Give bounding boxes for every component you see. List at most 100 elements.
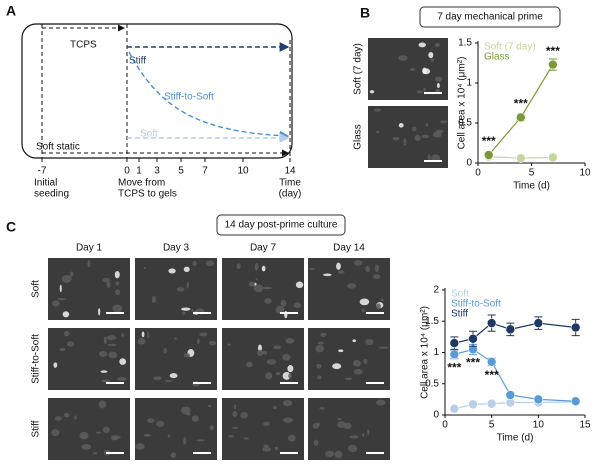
cell bbox=[282, 371, 291, 380]
row-label: Soft bbox=[31, 280, 42, 298]
cell bbox=[332, 363, 342, 370]
cell bbox=[352, 359, 361, 367]
x-tick-label: 5 bbox=[489, 420, 495, 431]
cell bbox=[266, 359, 277, 365]
legend-entry: Stiff-to-Soft bbox=[451, 299, 501, 310]
cell bbox=[285, 337, 295, 344]
cell bbox=[170, 452, 177, 458]
cell bbox=[319, 407, 325, 410]
cell bbox=[255, 277, 258, 280]
cell bbox=[425, 123, 428, 127]
cell bbox=[392, 137, 400, 141]
column-label: Day 14 bbox=[333, 243, 365, 254]
cell bbox=[61, 274, 72, 283]
cell bbox=[273, 405, 277, 410]
cell bbox=[378, 346, 389, 349]
cell bbox=[191, 415, 199, 422]
diagram-note: TCPS to gels bbox=[118, 189, 177, 200]
cell bbox=[375, 399, 386, 406]
diagram-label: Soft static bbox=[36, 142, 80, 153]
cell bbox=[344, 377, 353, 381]
micrograph bbox=[48, 328, 130, 390]
cell bbox=[409, 67, 416, 72]
title-box bbox=[216, 214, 346, 236]
cell bbox=[323, 273, 332, 277]
cell bbox=[181, 307, 191, 311]
cell bbox=[63, 412, 70, 418]
diagram-note: Time bbox=[279, 178, 301, 189]
cell bbox=[51, 429, 60, 437]
cell bbox=[169, 373, 178, 379]
cell bbox=[275, 305, 285, 314]
cell bbox=[57, 298, 67, 301]
cell bbox=[254, 263, 259, 271]
y-tick-label: 2 bbox=[433, 285, 439, 296]
diagram-tick-label: 1 bbox=[136, 166, 142, 177]
cell bbox=[431, 154, 441, 162]
cell bbox=[167, 434, 171, 438]
cell bbox=[143, 434, 152, 437]
data-point bbox=[570, 322, 581, 333]
data-point bbox=[486, 398, 497, 409]
y-tick-label: 1.5 bbox=[458, 38, 472, 49]
cell bbox=[338, 349, 344, 353]
cell bbox=[316, 363, 322, 369]
cell bbox=[164, 380, 173, 383]
cell bbox=[263, 421, 270, 427]
cell bbox=[168, 268, 176, 274]
cell bbox=[436, 83, 440, 89]
cell bbox=[423, 87, 426, 92]
significance: *** bbox=[482, 134, 496, 148]
cell bbox=[137, 338, 146, 345]
cell bbox=[265, 372, 273, 380]
micrograph bbox=[368, 38, 448, 100]
cell bbox=[62, 311, 70, 318]
cell bbox=[380, 298, 384, 302]
cell bbox=[74, 415, 77, 420]
cell bbox=[116, 377, 127, 381]
cell bbox=[110, 435, 121, 440]
cell bbox=[372, 274, 381, 279]
cell bbox=[427, 153, 431, 161]
cell bbox=[261, 265, 266, 272]
cell bbox=[261, 350, 268, 355]
cell bbox=[196, 439, 205, 442]
cell bbox=[347, 283, 357, 289]
cell bbox=[186, 281, 190, 289]
cell bbox=[174, 337, 177, 340]
cell bbox=[243, 437, 250, 440]
cell bbox=[416, 90, 423, 94]
column-label: Day 3 bbox=[163, 243, 190, 254]
cell bbox=[411, 126, 417, 132]
micrograph bbox=[308, 328, 390, 390]
x-tick-label: 10 bbox=[533, 420, 545, 431]
cell bbox=[282, 399, 293, 407]
cell bbox=[156, 420, 165, 427]
data-point bbox=[515, 112, 526, 123]
column-label: Day 1 bbox=[76, 243, 103, 254]
data-point bbox=[548, 59, 558, 70]
diagram-tick-label: 7 bbox=[202, 166, 208, 177]
cell bbox=[232, 411, 238, 417]
cell bbox=[359, 298, 370, 306]
micrograph bbox=[135, 258, 217, 320]
diagram-tick-label: 0 bbox=[124, 166, 130, 177]
panel-label: C bbox=[6, 219, 16, 235]
cell bbox=[147, 418, 155, 423]
data-point bbox=[533, 318, 544, 328]
legend-entry: Soft (7 day) bbox=[484, 42, 536, 53]
legend-entry: Stiff bbox=[451, 309, 468, 320]
cell bbox=[101, 379, 111, 383]
cell bbox=[92, 452, 98, 455]
cell bbox=[315, 344, 325, 353]
cell bbox=[263, 444, 269, 448]
cell bbox=[59, 347, 66, 352]
cell bbox=[262, 447, 272, 452]
cell bbox=[183, 353, 191, 358]
cell bbox=[264, 298, 272, 304]
cell bbox=[205, 260, 215, 267]
diagram-note: seeding bbox=[34, 189, 69, 200]
cell bbox=[141, 331, 145, 338]
cell bbox=[336, 417, 342, 421]
cell bbox=[295, 281, 304, 289]
